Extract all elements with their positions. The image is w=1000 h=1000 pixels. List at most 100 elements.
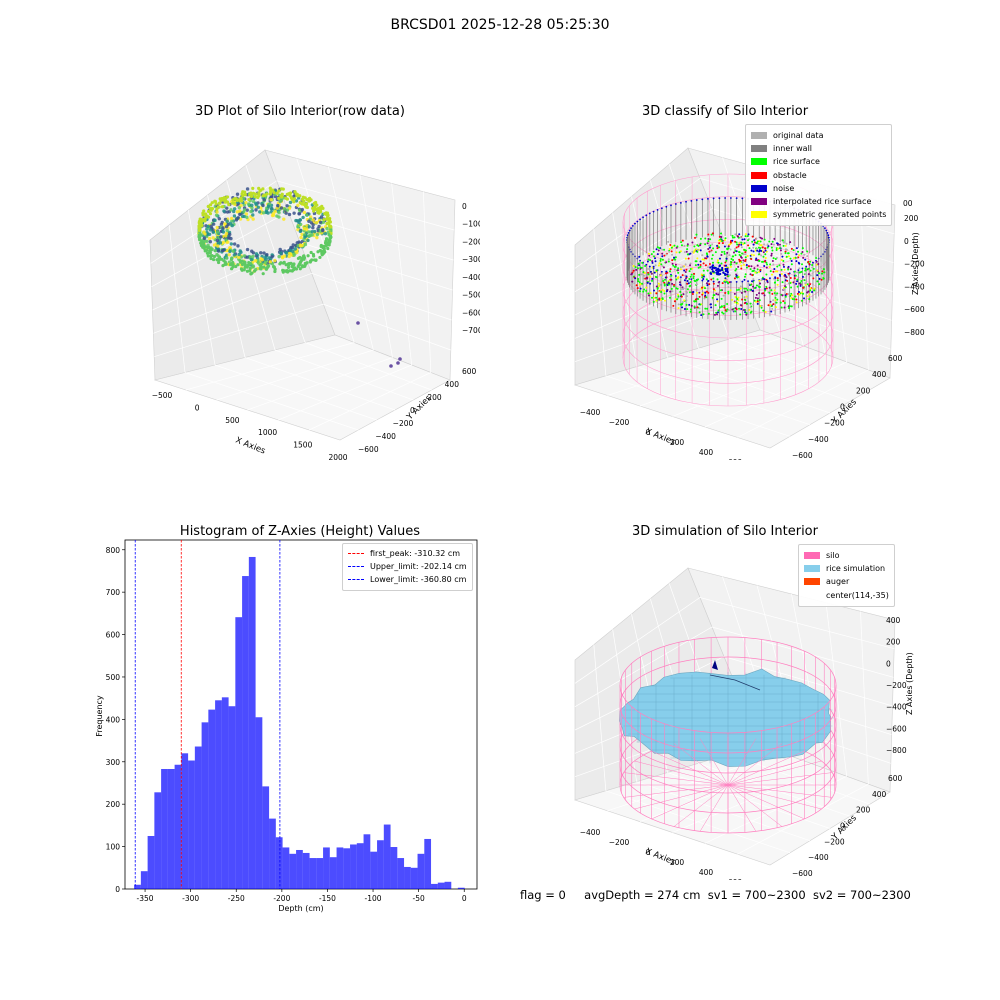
tick-label: −500: [462, 291, 480, 300]
classified-point: [650, 296, 653, 299]
x-tick-label: -150: [319, 894, 336, 903]
classified-point: [658, 285, 661, 288]
data-point: [254, 252, 259, 256]
classified-point: [693, 249, 696, 252]
classified-point: [794, 295, 797, 298]
data-point: [216, 244, 220, 248]
classified-point: [793, 298, 796, 301]
classified-point: [633, 267, 636, 270]
classified-point: [811, 290, 814, 293]
classified-point: [729, 260, 732, 263]
classified-point: [661, 265, 664, 268]
classified-point: [734, 248, 737, 251]
data-point: [296, 203, 300, 208]
depth-histogram: -350 -300 -250 -200 -150 -100 -50 0 0 100 200 300 40…: [95, 539, 478, 913]
classified-point: [744, 273, 747, 276]
tick-label: 500: [225, 416, 240, 425]
classified-point: [691, 267, 694, 270]
data-point: [261, 187, 265, 191]
classified-point: [748, 308, 751, 311]
data-point: [227, 253, 231, 257]
legend-item: rice surface: [751, 155, 886, 168]
classified-point: [744, 233, 747, 236]
data-point: [317, 211, 321, 215]
classified-point: [731, 308, 734, 311]
classified-point: [759, 236, 762, 239]
classified-point: [652, 265, 655, 268]
classified-point: [662, 279, 665, 282]
tick-label: −700: [462, 326, 480, 335]
data-point: [227, 236, 231, 240]
classified-point: [654, 275, 657, 278]
tick-label: −200: [609, 418, 630, 427]
classified-point: [752, 269, 755, 272]
classified-point: [674, 265, 677, 268]
silo-floor-spoke: [727, 743, 783, 786]
data-point: [243, 193, 247, 197]
classified-point: [724, 291, 727, 294]
classified-point: [758, 299, 761, 302]
classified-point: [774, 296, 777, 299]
classified-point: [702, 274, 705, 277]
classified-point: [686, 253, 689, 256]
data-point: [259, 267, 263, 271]
classified-point: [804, 267, 807, 270]
data-point: [322, 217, 326, 222]
z-axis-label: Z Axies (Depth): [905, 652, 914, 715]
classified-point: [786, 252, 789, 255]
classified-point: [752, 243, 755, 246]
tick-label: −200: [393, 419, 414, 428]
classified-point: [795, 298, 798, 301]
classified-point: [757, 284, 760, 287]
classified-point: [780, 268, 783, 271]
classified-point: [671, 253, 674, 256]
data-point: [308, 260, 312, 264]
data-point: [306, 254, 310, 258]
data-point: [234, 197, 238, 201]
x-axis-label: X Axies: [234, 436, 267, 457]
classified-point: [733, 277, 736, 280]
classified-point: [741, 298, 744, 301]
data-point: [216, 205, 220, 209]
classified-point: [655, 269, 658, 272]
classified-point: [693, 245, 696, 248]
data-point: [238, 212, 242, 217]
classified-point: [720, 240, 723, 243]
classified-point: [689, 267, 692, 270]
classified-point: [760, 306, 763, 309]
classified-point: [758, 285, 761, 288]
classified-point: [675, 278, 678, 281]
classified-point: [747, 244, 750, 247]
classified-point: [638, 281, 641, 284]
noise-point: [718, 197, 721, 200]
classified-point: [699, 244, 702, 247]
tick-label: 1000: [258, 428, 277, 437]
data-point: [212, 257, 216, 262]
tick-label: 600: [888, 354, 903, 363]
classified-point: [716, 278, 719, 281]
classified-point: [734, 240, 737, 243]
data-point: [292, 266, 296, 270]
classified-point: [764, 310, 767, 313]
classified-point: [749, 288, 752, 291]
noise-point: [717, 273, 721, 276]
classified-point: [683, 269, 686, 272]
classified-point: [716, 313, 719, 316]
classified-point: [653, 271, 656, 274]
classified-point: [750, 253, 753, 256]
data-point: [228, 232, 232, 237]
classified-point: [749, 273, 752, 276]
classified-point: [680, 241, 683, 244]
classified-point: [776, 298, 779, 301]
classified-point: [732, 251, 735, 254]
data-point: [259, 251, 263, 255]
silo-floor-spoke: [634, 784, 729, 810]
x-tick-label: -350: [137, 894, 154, 903]
data-point: [236, 263, 240, 267]
classified-point: [685, 275, 688, 278]
classified-point: [781, 255, 784, 258]
classified-point: [643, 272, 646, 275]
legend-swatch-original-data: [751, 132, 767, 140]
data-point: [307, 225, 311, 229]
classified-point: [639, 287, 642, 290]
